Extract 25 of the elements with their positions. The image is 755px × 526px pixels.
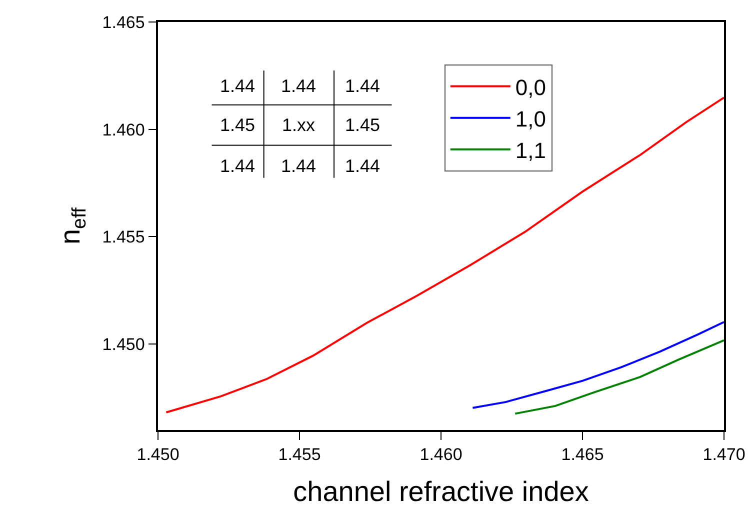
annotation: 1.44 (281, 76, 316, 96)
line-series (514, 339, 724, 415)
annotation: 1.44 (345, 76, 380, 96)
annotation: 1.44 (281, 156, 316, 176)
y-tick-label: 1.450 (102, 335, 145, 354)
annotation: 1.44 (345, 156, 380, 176)
x-tick-label: 1.460 (420, 445, 462, 464)
legend-label: 1,0 (515, 106, 546, 132)
x-tick-label: 1.470 (702, 445, 746, 464)
y-tick-label: 1.455 (102, 228, 145, 247)
legend-label: 1,1 (515, 138, 546, 164)
y-tick-label: 1.460 (102, 120, 145, 140)
annotation: 1.44 (220, 156, 256, 176)
x-tick-label: 1.465 (561, 445, 604, 464)
y-tick-label: 1.465 (102, 12, 145, 32)
line-series (165, 96, 724, 414)
x-tick-label: 1.455 (278, 445, 321, 464)
annotation: 1.45 (220, 115, 256, 135)
annotation: 1.xx (282, 115, 316, 135)
annotation: 1.45 (345, 115, 380, 135)
annotation: 1.44 (220, 76, 256, 96)
line-series (472, 320, 724, 409)
x-tick-label: 1.450 (136, 445, 180, 464)
x-axis-title: channel refractive index (293, 476, 589, 507)
legend-label: 0,0 (515, 74, 546, 100)
